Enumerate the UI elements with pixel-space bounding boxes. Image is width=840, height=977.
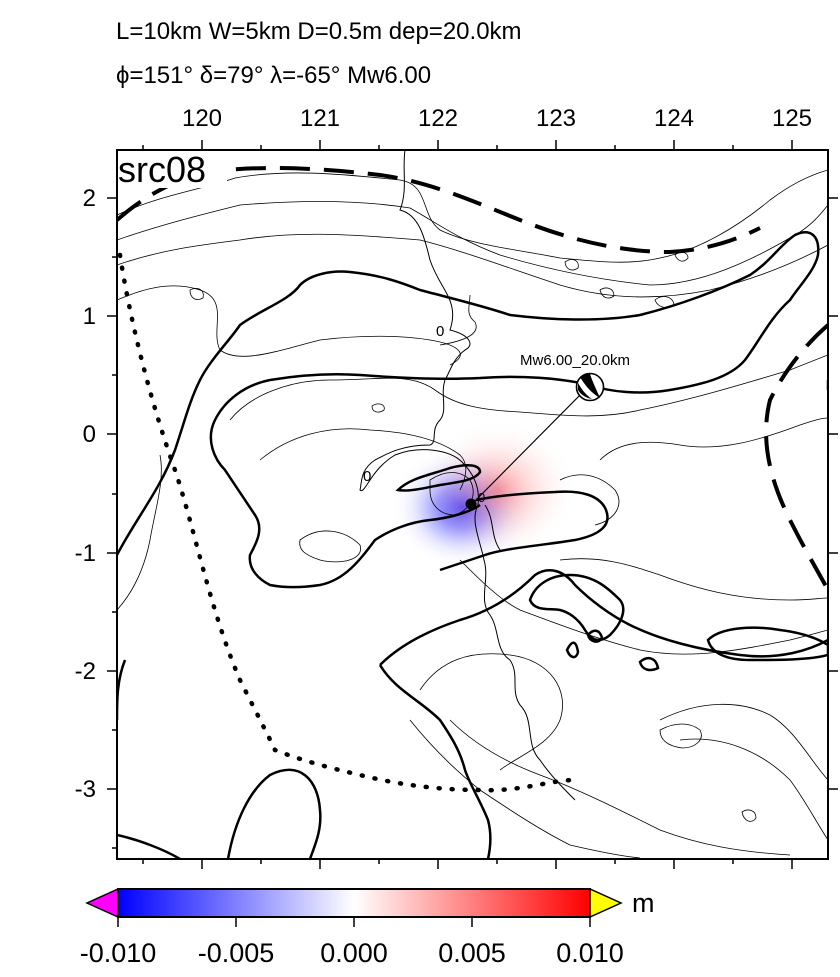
panel-label: src08 xyxy=(118,149,206,190)
x-tick-label: 123 xyxy=(536,105,576,132)
contour-label: 0 xyxy=(478,490,485,505)
colorbar-max-arrow xyxy=(589,887,623,919)
colorbar-tick-label: 0.005 xyxy=(438,938,506,968)
zero-contours xyxy=(117,231,828,859)
y-tick-label: 1 xyxy=(83,303,96,330)
panel-label-bg xyxy=(117,150,227,188)
title-line-2: ϕ=151° δ=79° λ=-65° Mw6.00 xyxy=(116,62,432,89)
trench-line-east xyxy=(764,323,828,591)
x-tick-label: 124 xyxy=(654,105,694,132)
top-axis xyxy=(142,140,793,150)
colorbar-unit: m xyxy=(632,888,655,918)
contour-label: 0 xyxy=(363,468,371,485)
colorbar-min-arrow xyxy=(85,887,119,919)
x-tick-label: 120 xyxy=(182,105,222,132)
coastline-branch xyxy=(484,504,501,551)
coastline xyxy=(359,150,576,801)
epicenter-marker xyxy=(465,498,477,510)
map-frame xyxy=(116,149,829,860)
x-tick-label: 121 xyxy=(300,105,340,132)
contour-label: 0 xyxy=(436,323,444,340)
uplift-patch xyxy=(418,420,578,560)
colorbar-tick-label: 0.000 xyxy=(320,938,388,968)
colorbar-tick-label: -0.005 xyxy=(198,938,275,968)
left-axis xyxy=(107,197,117,849)
colorbar: m -0.010 -0.005 0.000 0.005 0.010 xyxy=(80,887,655,968)
y-tick-label: 2 xyxy=(83,185,96,212)
colorbar-tick-label: -0.010 xyxy=(80,938,157,968)
bottom-axis xyxy=(142,859,793,869)
title-line-1: L=10km W=5km D=0.5m dep=20.0km xyxy=(116,18,522,45)
y-tick-label: -3 xyxy=(75,776,96,803)
focal-mechanism xyxy=(575,372,605,402)
colorbar-gradient xyxy=(117,888,591,918)
source-label: Mw6.00_20.0km xyxy=(520,352,630,369)
y-tick-label: -1 xyxy=(75,540,96,567)
right-axis xyxy=(828,197,838,790)
y-tick-label: -2 xyxy=(75,658,96,685)
x-tick-label: 125 xyxy=(772,105,812,132)
colorbar-tick-label: 0.010 xyxy=(556,938,624,968)
map-content: Mw6.00_20.0km 0 0 0 src08 xyxy=(117,149,828,859)
y-tick-label: 0 xyxy=(83,421,96,448)
source-connector xyxy=(470,384,591,506)
x-tick-label: 122 xyxy=(418,105,458,132)
